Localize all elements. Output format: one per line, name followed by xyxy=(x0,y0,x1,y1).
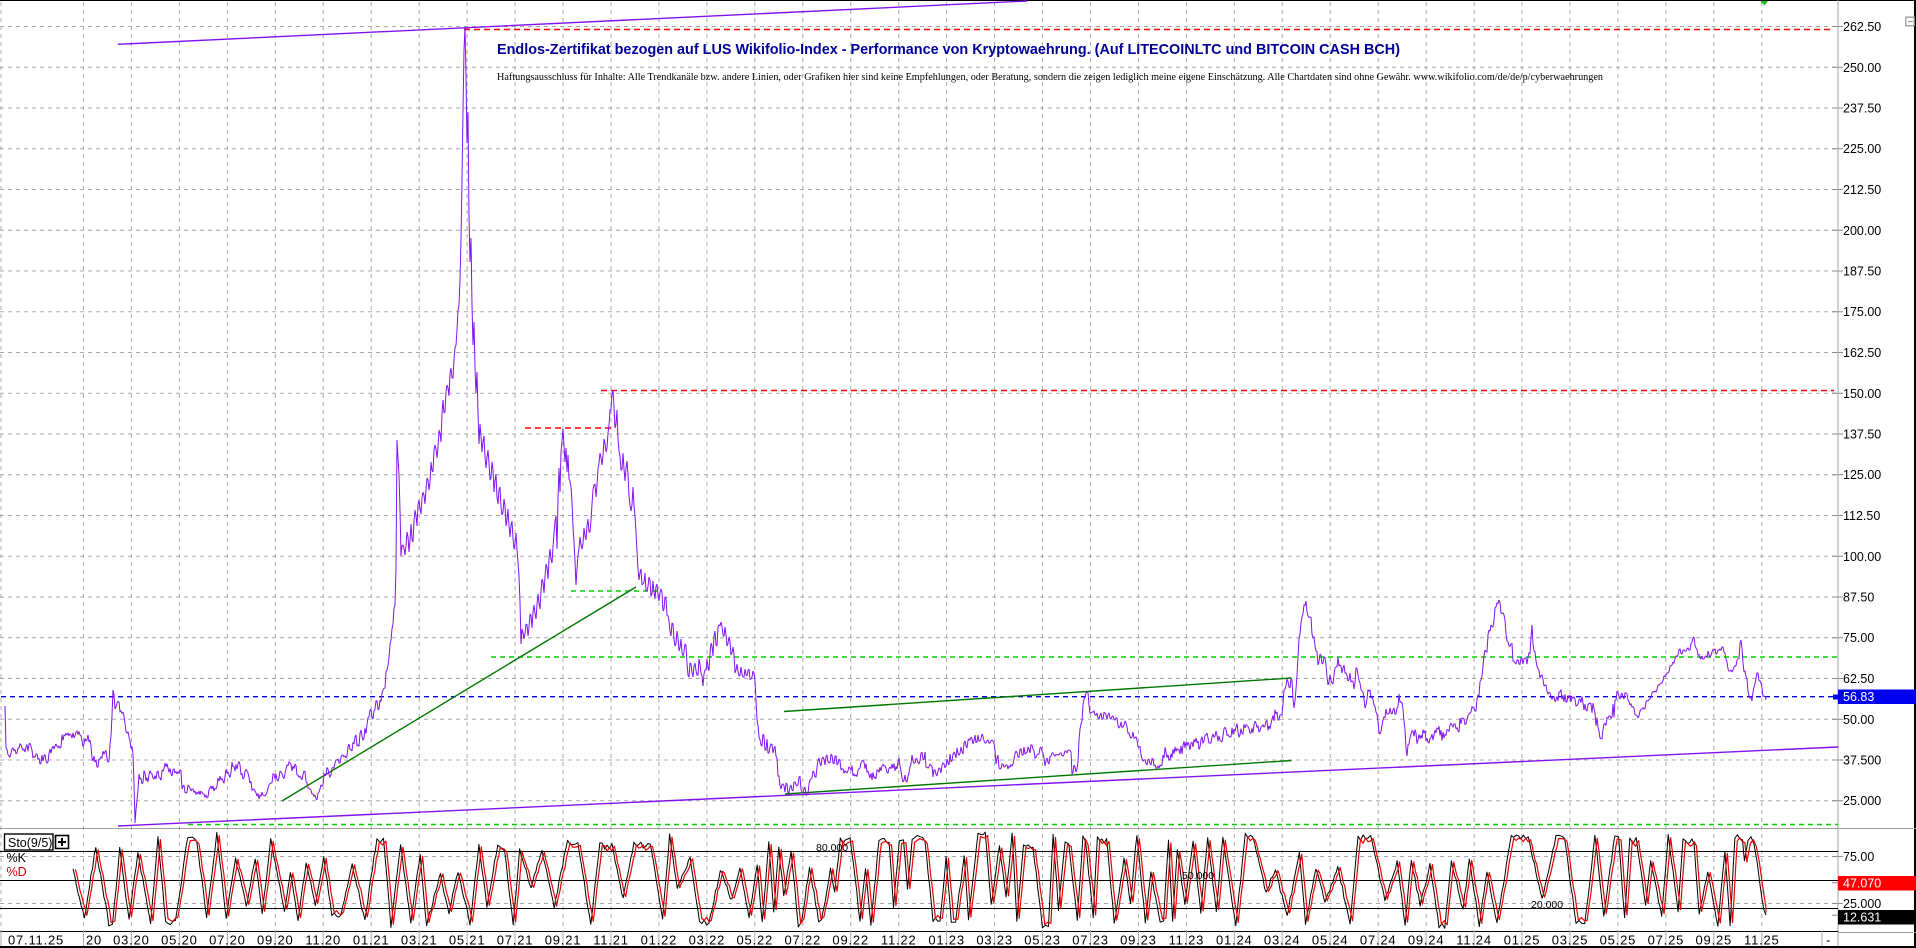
svg-text:09.23: 09.23 xyxy=(1120,933,1157,948)
svg-text:25.000: 25.000 xyxy=(1843,794,1881,808)
svg-text:62.50: 62.50 xyxy=(1843,672,1874,686)
svg-text:05.24: 05.24 xyxy=(1312,933,1349,948)
svg-text:05.25: 05.25 xyxy=(1600,933,1637,948)
svg-text:11.20: 11.20 xyxy=(305,933,341,948)
svg-text:150.00: 150.00 xyxy=(1843,387,1881,401)
svg-text:01.22: 01.22 xyxy=(641,933,678,948)
svg-text:112.50: 112.50 xyxy=(1843,509,1880,523)
svg-text:-: - xyxy=(1826,933,1831,948)
svg-text:03.22: 03.22 xyxy=(689,933,726,948)
svg-text:212.50: 212.50 xyxy=(1843,183,1881,197)
svg-text:09.22: 09.22 xyxy=(832,933,869,948)
svg-text:47.070: 47.070 xyxy=(1843,877,1881,891)
svg-text:01.23: 01.23 xyxy=(928,933,965,948)
svg-text:%K: %K xyxy=(7,851,27,865)
svg-text:03.25: 03.25 xyxy=(1552,933,1589,948)
svg-text:07.23: 07.23 xyxy=(1072,933,1109,948)
svg-text:05.23: 05.23 xyxy=(1024,933,1061,948)
svg-text:12.631: 12.631 xyxy=(1843,911,1881,925)
svg-text:01.24: 01.24 xyxy=(1216,933,1253,948)
svg-text:37.500: 37.500 xyxy=(1843,754,1881,768)
svg-text:50.000: 50.000 xyxy=(1182,870,1214,882)
svg-text:07.11.25: 07.11.25 xyxy=(8,933,64,948)
svg-text:01.25: 01.25 xyxy=(1504,933,1541,948)
svg-text:05.22: 05.22 xyxy=(737,933,774,948)
svg-text:11.23: 11.23 xyxy=(1169,933,1205,948)
svg-text:175.00: 175.00 xyxy=(1843,305,1881,319)
svg-text:187.50: 187.50 xyxy=(1843,265,1881,279)
svg-text:03.24: 03.24 xyxy=(1264,933,1301,948)
svg-text:225.00: 225.00 xyxy=(1843,142,1881,156)
svg-text:100.00: 100.00 xyxy=(1843,550,1881,564)
svg-text:03.20: 03.20 xyxy=(113,933,150,948)
svg-text:80.000: 80.000 xyxy=(816,842,848,854)
svg-text:237.50: 237.50 xyxy=(1843,102,1881,116)
svg-text:05.20: 05.20 xyxy=(161,933,198,948)
svg-text:07.24: 07.24 xyxy=(1360,933,1397,948)
svg-text:09.25: 09.25 xyxy=(1696,933,1733,948)
svg-text:56.83: 56.83 xyxy=(1843,690,1874,704)
svg-text:05.21: 05.21 xyxy=(449,933,486,948)
svg-text:262.50: 262.50 xyxy=(1843,20,1881,34)
svg-text:20.000: 20.000 xyxy=(1531,899,1563,911)
svg-text:03.23: 03.23 xyxy=(976,933,1013,948)
svg-text:87.50: 87.50 xyxy=(1843,591,1874,605)
svg-text:%D: %D xyxy=(7,865,27,879)
svg-text:250.00: 250.00 xyxy=(1843,61,1881,75)
svg-text:162.50: 162.50 xyxy=(1843,346,1881,360)
svg-text:Endlos-Zertifikat bezogen auf: Endlos-Zertifikat bezogen auf LUS Wikifo… xyxy=(497,41,1400,58)
svg-text:11.25: 11.25 xyxy=(1744,933,1780,948)
svg-text:09.21: 09.21 xyxy=(545,933,582,948)
svg-text:11.24: 11.24 xyxy=(1456,933,1492,948)
svg-text:01.21: 01.21 xyxy=(353,933,390,948)
svg-text:Sto(9/5): Sto(9/5) xyxy=(8,836,52,850)
svg-text:07.21: 07.21 xyxy=(497,933,534,948)
svg-text:50.00: 50.00 xyxy=(1843,713,1874,727)
svg-text:125.00: 125.00 xyxy=(1843,468,1881,482)
svg-text:07.20: 07.20 xyxy=(209,933,246,948)
svg-text:Haftungsausschluss für Inhalte: Haftungsausschluss für Inhalte: Alle Tre… xyxy=(497,71,1603,83)
svg-text:25.000: 25.000 xyxy=(1843,897,1881,911)
svg-text:137.50: 137.50 xyxy=(1843,428,1881,442)
svg-text:09.20: 09.20 xyxy=(257,933,294,948)
svg-text:20: 20 xyxy=(86,933,102,948)
svg-text:03.21: 03.21 xyxy=(401,933,438,948)
svg-text:07.25: 07.25 xyxy=(1648,933,1685,948)
svg-text:75.00: 75.00 xyxy=(1843,631,1874,645)
svg-text:09.24: 09.24 xyxy=(1408,933,1445,948)
svg-text:07.22: 07.22 xyxy=(785,933,822,948)
svg-text:11.22: 11.22 xyxy=(881,933,917,948)
svg-text:200.00: 200.00 xyxy=(1843,224,1881,238)
svg-text:11.21: 11.21 xyxy=(593,933,629,948)
svg-text:75.00: 75.00 xyxy=(1843,850,1874,864)
